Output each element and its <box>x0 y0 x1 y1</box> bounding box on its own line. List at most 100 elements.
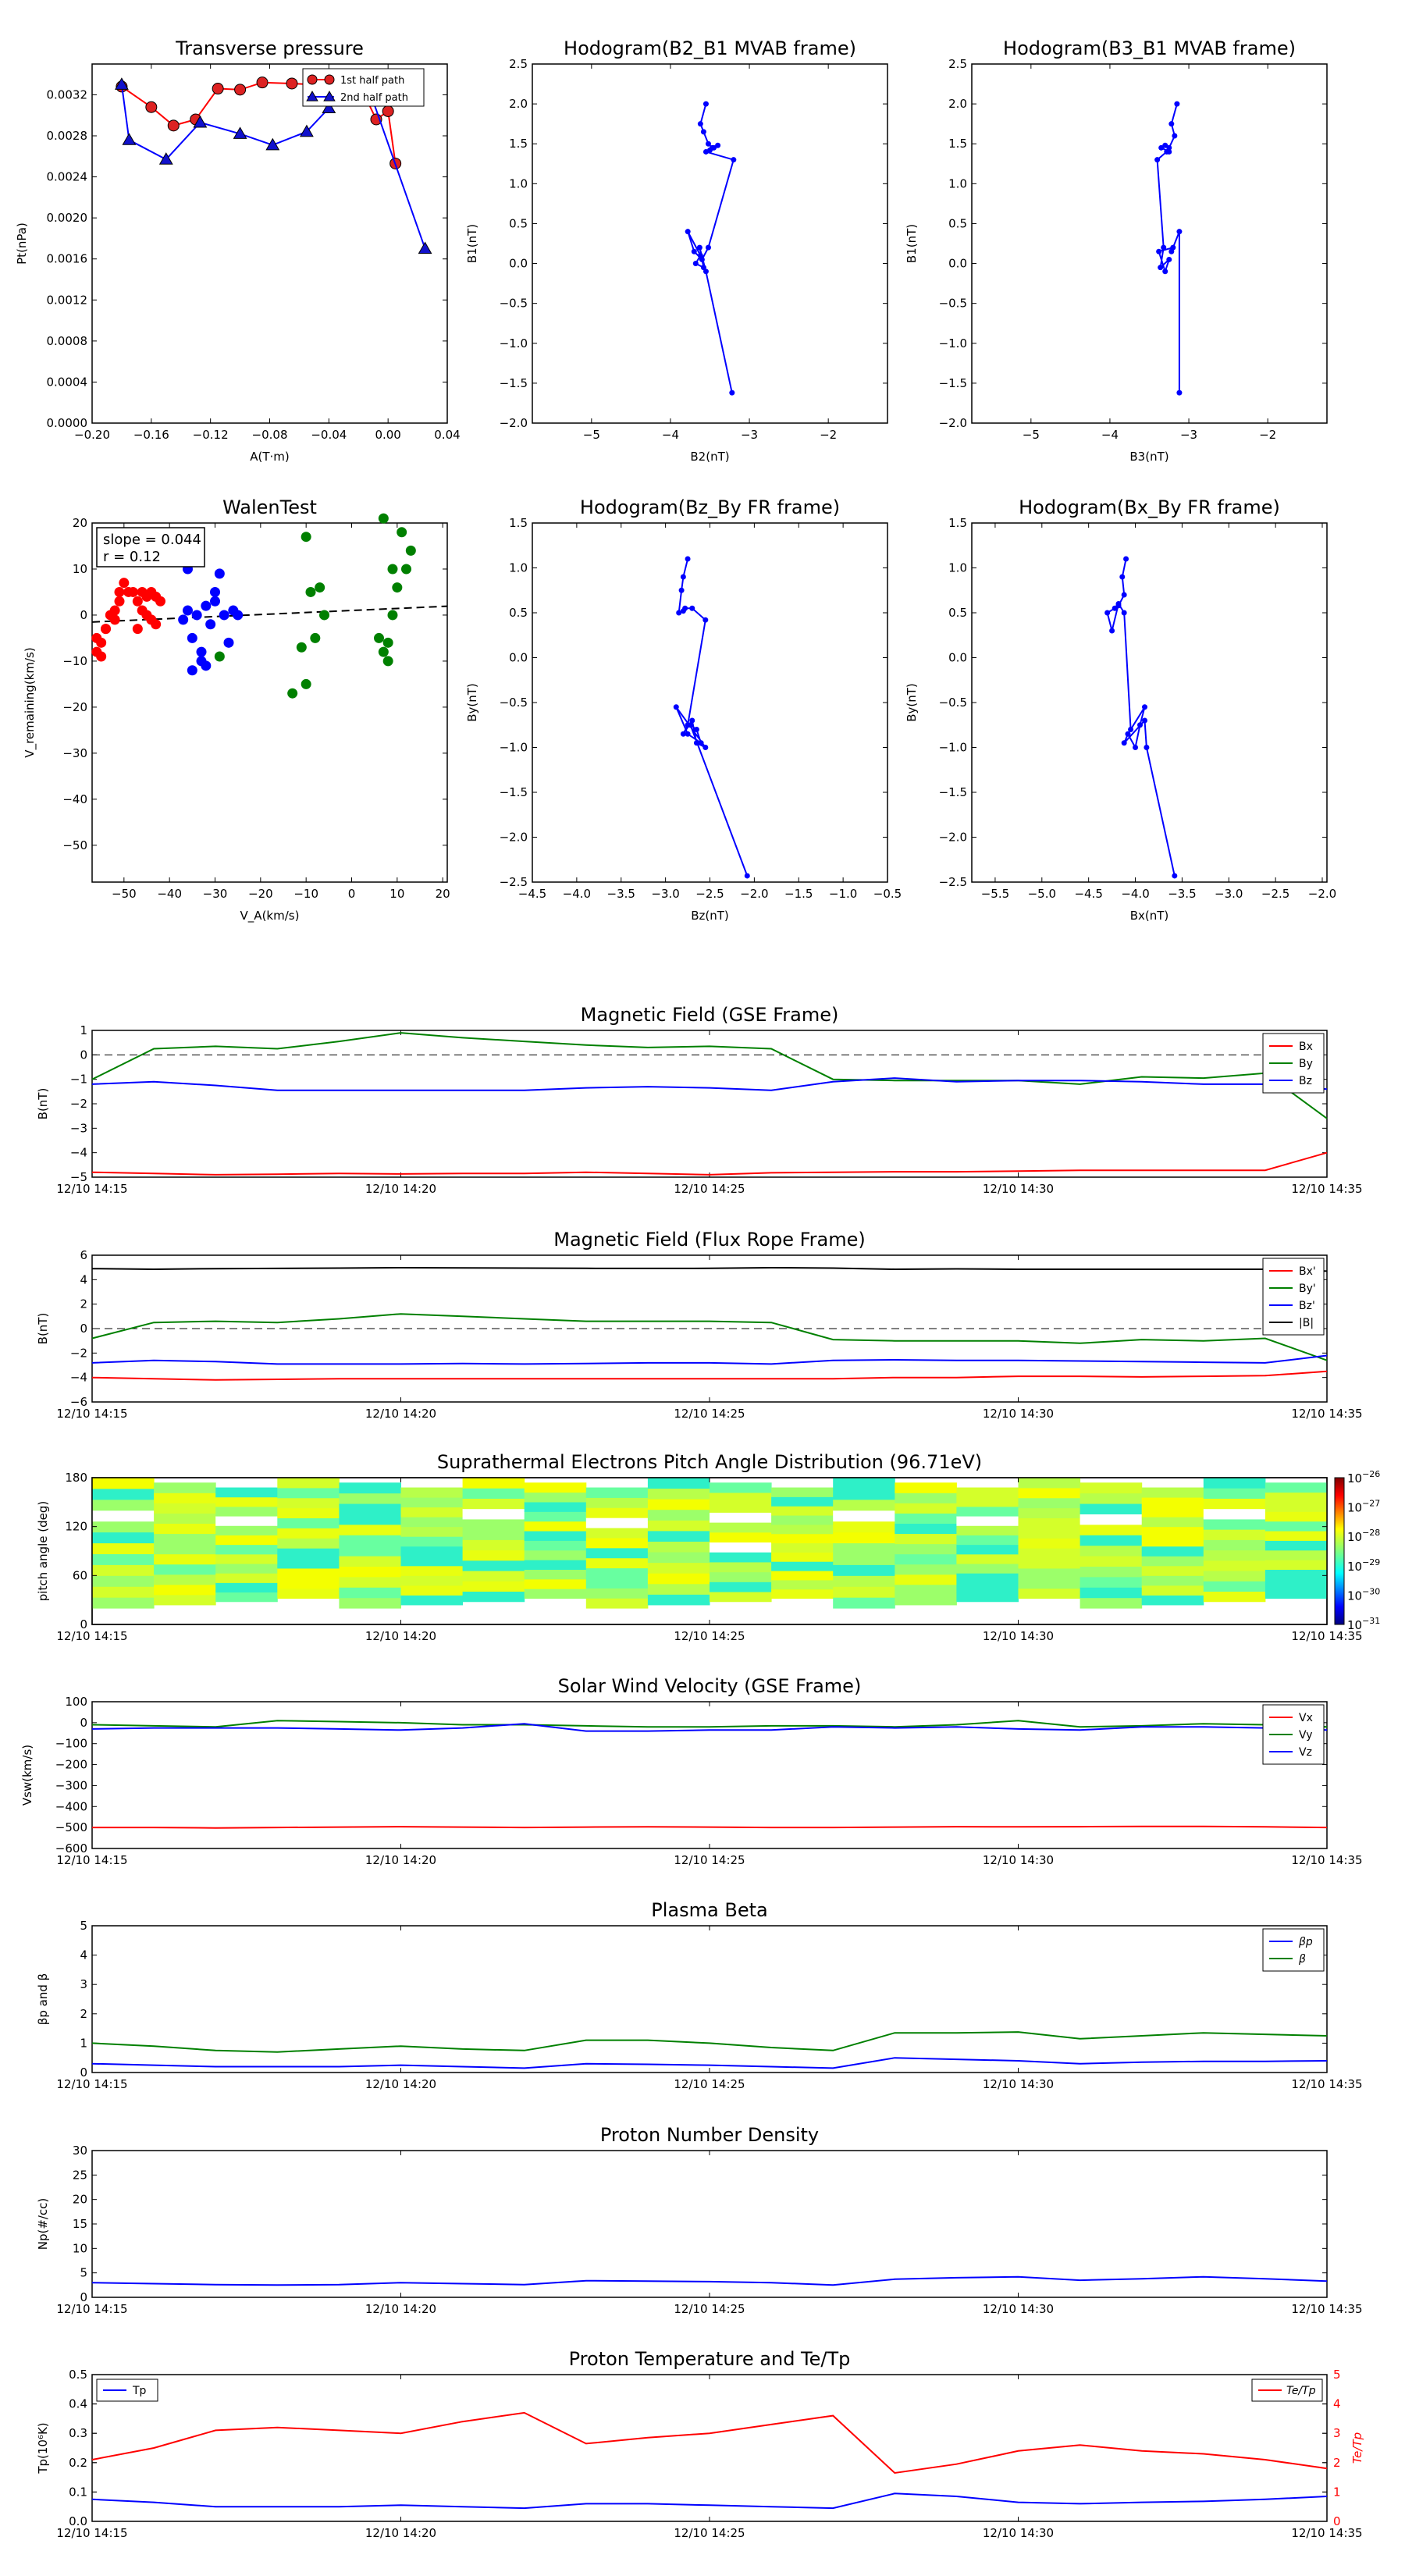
heatmap-cell <box>647 1583 710 1595</box>
heatmap-cell <box>1018 1548 1081 1559</box>
heatmap-cell <box>956 1487 1019 1498</box>
heatmap-cell <box>462 1478 525 1489</box>
heatmap-cell <box>647 1530 710 1542</box>
data-point <box>155 596 165 607</box>
heatmap-cell <box>771 1524 834 1535</box>
heatmap-cell <box>462 1518 525 1530</box>
heatmap-cell <box>956 1544 1019 1555</box>
heatmap-cell <box>277 1567 340 1579</box>
series-Bx <box>91 1151 1328 1176</box>
heatmap-cell <box>647 1478 710 1489</box>
heatmap-cell <box>771 1515 834 1525</box>
data-point <box>702 101 709 107</box>
data-point <box>1121 610 1127 616</box>
colorbar-tick-exponent: −26 <box>1362 1469 1380 1479</box>
chart-beta: Plasma Beta 12/10 14:15 12/10 14:20 12/10 1… <box>36 1899 1363 2091</box>
heatmap-cell <box>154 1564 216 1575</box>
chart-title: Hodogram(Bz_By FR frame) <box>580 496 840 518</box>
data-point <box>711 144 717 151</box>
heatmap-cell <box>215 1564 278 1574</box>
heatmap-cell <box>1203 1498 1266 1510</box>
heatmap-cell <box>92 1488 155 1500</box>
data-point <box>145 101 158 113</box>
heatmap-cell <box>895 1553 957 1565</box>
y-tick-label: 1 <box>1333 2485 1341 2499</box>
data-point <box>306 91 318 101</box>
data-point <box>109 605 120 616</box>
data-point <box>689 717 695 724</box>
x-tick-label: 12/10 14:30 <box>983 1629 1054 1643</box>
heatmap-cell <box>833 1564 895 1576</box>
data-point <box>1166 144 1172 151</box>
y-tick-label: 2.0 <box>948 97 967 111</box>
data-point <box>1168 248 1175 254</box>
series-β <box>91 2031 1328 2053</box>
chart-title: Proton Temperature and Te/Tp <box>569 2348 851 2370</box>
heatmap-cell <box>895 1503 957 1514</box>
heatmap-cell <box>771 1487 834 1497</box>
data-point <box>680 574 686 580</box>
y-tick-label: 0.0032 <box>47 87 88 101</box>
legend <box>302 68 425 107</box>
heatmap-cell <box>215 1516 278 1526</box>
x-tick-label: 12/10 14:20 <box>365 2077 436 2091</box>
data-point <box>715 142 721 148</box>
heatmap-cell <box>92 1564 155 1576</box>
data-point <box>1109 628 1115 634</box>
heatmap-cell <box>215 1525 278 1535</box>
y-tick-label: −1.5 <box>939 785 967 799</box>
heatmap-cell <box>956 1582 1019 1593</box>
x-tick-label: −2.5 <box>1261 887 1289 901</box>
data-point <box>201 600 212 611</box>
heatmap-cell <box>524 1531 587 1541</box>
heatmap-cell <box>277 1578 340 1589</box>
legend-label: Tp <box>132 2385 147 2397</box>
x-tick-label: −4.0 <box>563 887 591 901</box>
data-point <box>387 610 398 621</box>
chart-magfr: Magnetic Field (Flux Rope Frame) 12/10 14… <box>36 1229 1363 1421</box>
heatmap-cell <box>895 1574 957 1585</box>
data-point <box>219 610 229 621</box>
heatmap-cell <box>524 1550 587 1560</box>
heatmap-cell <box>1264 1550 1328 1560</box>
series-Bx' <box>91 1370 1328 1381</box>
colorbar-tick-exponent: −29 <box>1362 1557 1380 1567</box>
data-point <box>1174 101 1180 107</box>
data-point <box>1142 717 1148 724</box>
y-tick-label: −2.0 <box>500 416 528 430</box>
colorbar-tick-base: 10 <box>1347 1589 1362 1603</box>
data-point <box>324 74 335 85</box>
data-point <box>223 637 234 648</box>
y-tick-label: −100 <box>55 1737 87 1751</box>
colorbar-tick-label: 10−26 <box>1347 1469 1380 1485</box>
y-tick-label: 10 <box>73 562 87 576</box>
x-tick-label: 12/10 14:20 <box>365 1407 436 1421</box>
y-tick-label: 0 <box>80 1617 87 1631</box>
heatmap-cell <box>1141 1585 1204 1596</box>
data-point <box>689 605 695 611</box>
heatmap-cell <box>771 1533 834 1544</box>
data-point <box>678 587 685 593</box>
x-tick-label: −0.16 <box>133 428 169 442</box>
heatmap-cell <box>1018 1567 1081 1579</box>
data-point <box>696 244 702 251</box>
x-tick-label: −2.0 <box>1308 887 1336 901</box>
data-point <box>1162 269 1168 275</box>
chart-title: Magnetic Field (GSE Frame) <box>581 1004 839 1026</box>
heatmap-cell <box>1141 1526 1204 1537</box>
x-tick-label: 12/10 14:15 <box>56 2302 127 2316</box>
data-point <box>122 133 137 145</box>
data-point <box>378 646 389 657</box>
data-point <box>682 605 688 611</box>
heatmap-cell <box>710 1561 772 1573</box>
x-tick-label: −4.5 <box>518 887 546 901</box>
x-axis-label: V_A(km/s) <box>240 909 300 923</box>
y-axis-label: By(nT) <box>465 683 479 722</box>
heatmap-cell <box>833 1597 895 1609</box>
x-tick-label: 12/10 14:30 <box>983 2077 1054 2091</box>
data-point <box>680 731 686 737</box>
chart-title: Transverse pressure <box>175 37 364 59</box>
heatmap-cell <box>647 1520 710 1532</box>
y-tick-label: 0.0 <box>509 651 528 665</box>
heatmap-cell <box>895 1482 957 1493</box>
